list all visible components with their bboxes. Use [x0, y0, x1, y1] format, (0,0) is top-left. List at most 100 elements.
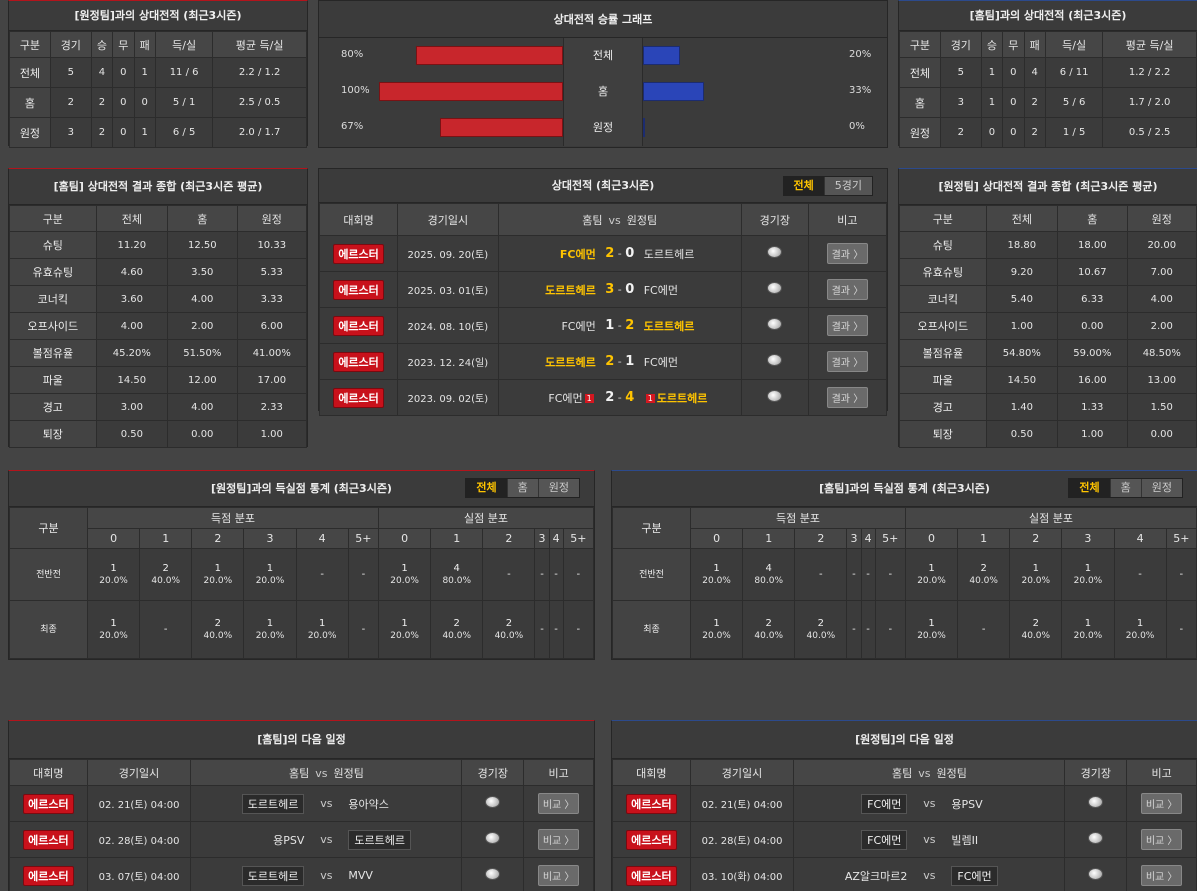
table-cell: 51.50% [167, 339, 238, 367]
dist-count: - [1179, 568, 1184, 580]
schedule-row[interactable]: 에르스터 03. 10(화) 04:00 AZ알크마르2 vs FC에먼 비교 〉 [612, 857, 1197, 891]
match-row[interactable]: 에르스터 2025. 03. 01(토) 도르트헤르 3 - 0 FC에먼 결과 〉 [318, 271, 888, 308]
teams-line: FC에먼 vs 용PSV [794, 793, 1064, 814]
result-button[interactable]: 결과 〉 [826, 243, 869, 264]
dist-count: - [888, 623, 893, 635]
row-label: 슈팅 [899, 231, 987, 259]
away-score: 1 [625, 354, 635, 369]
dist-cell: 2 40.0% [1009, 600, 1063, 659]
table-cell: 1 / 5 [1044, 117, 1104, 148]
schedule-row[interactable]: 에르스터 03. 07(토) 04:00 도르트헤르 vs MVV 비교 〉 [9, 857, 594, 891]
compare-button[interactable]: 비교 〉 [1140, 829, 1183, 850]
schedule-row[interactable]: 에르스터 02. 28(토) 04:00 FC에먼 vs 빌렘II 비교 〉 [612, 821, 1197, 858]
match-date: 2025. 09. 20(토) [397, 235, 499, 272]
score-line: FC에먼 1 - 2 도르트헤르 [499, 318, 741, 334]
match-date: 2023. 12. 24(일) [397, 343, 499, 380]
teams-line: 도르트헤르 vs 용아약스 [191, 793, 461, 814]
schedule-row[interactable]: 에르스터 02. 21(토) 04:00 도르트헤르 vs 용아약스 비교 〉 [9, 785, 594, 822]
score-separator: - [614, 283, 626, 296]
tab-all[interactable]: 전체 [783, 177, 824, 195]
table-row: 코너킥 3.60 4.00 3.33 [9, 285, 308, 313]
compare-button[interactable]: 비교 〉 [537, 865, 580, 886]
schedule-row[interactable]: 에르스터 02. 28(토) 04:00 용PSV vs 도르트헤르 비교 〉 [9, 821, 594, 858]
column-header: 전체 [95, 205, 169, 232]
score: 1 - 2 [596, 318, 644, 333]
dist-count: 1 [1032, 562, 1039, 574]
dist-cell: 1 20.0% [243, 548, 297, 601]
table-cell: 4.00 [95, 312, 169, 340]
table-cell: 16.00 [1057, 366, 1128, 394]
dist-cell: - [548, 600, 564, 659]
result-button[interactable]: 결과 〉 [826, 387, 869, 408]
compare-button[interactable]: 비교 〉 [1140, 793, 1183, 814]
table-row: 전체 5 4 0 1 11 / 6 2.2 / 1.2 [9, 57, 307, 88]
dist-cell: - [295, 548, 349, 601]
group-header-row: 구분 득점 분포 실점 분포 [612, 507, 1197, 549]
match-row[interactable]: 에르스터 2023. 09. 02(토) FC에먼 1 2 - 4 1 도르트헤르 결과 〉 [318, 379, 888, 416]
tab-away[interactable]: 원정 [1140, 479, 1182, 497]
column-header: 원정 [1126, 205, 1197, 232]
dist-count: 1 [401, 562, 408, 574]
away-winrate-value: 0% [849, 121, 865, 132]
dist-cell: - [846, 600, 862, 659]
tab-5-games[interactable]: 5경기 [823, 177, 872, 195]
dist-count: 2 [453, 617, 460, 629]
dist-percent: 20.0% [917, 575, 946, 586]
home-side: FC에먼 [499, 246, 596, 262]
dist-cell: 1 20.0% [295, 600, 349, 659]
tab-away[interactable]: 원정 [537, 479, 579, 497]
column-header: 경기 [939, 31, 982, 58]
tab-home[interactable]: 홈 [1109, 479, 1141, 497]
match-row[interactable]: 에르스터 2023. 12. 24(일) 도르트헤르 2 - 1 FC에먼 결과 〉 [318, 343, 888, 380]
goal-count-header: 5+ [874, 528, 906, 549]
vs-label: vs [923, 869, 936, 882]
league-cell: 에르스터 [318, 379, 399, 416]
away-side: MVV [348, 869, 461, 882]
row-label: 원정 [9, 117, 51, 148]
home-header: 홈팀 [288, 766, 310, 780]
result-button[interactable]: 결과 〉 [826, 315, 869, 336]
table-cell: 0.00 [1057, 312, 1128, 340]
stats-table: 구분 전체 홈 원정 슈팅 18.80 18.00 20.00 유효슈팅 9.20 10.67 7.0… [899, 205, 1197, 448]
table-cell: 10.33 [236, 231, 308, 259]
match-date: 02. 28(토) 04:00 [689, 821, 795, 858]
row-label: 볼점유율 [899, 339, 987, 367]
compare-button[interactable]: 비교 〉 [537, 793, 580, 814]
column-header: 전체 [985, 205, 1059, 232]
note-header: 비고 [807, 203, 888, 236]
dist-count: 1 [266, 562, 274, 574]
header-row: 대회명 경기일시 홈팀 vs 원정팀 경기장 비고 [9, 759, 594, 786]
match-row[interactable]: 에르스터 2025. 09. 20(토) FC에먼 2 - 0 도르트헤르 결과 〉 [318, 235, 888, 272]
schedule-row[interactable]: 에르스터 02. 21(토) 04:00 FC에먼 vs 용PSV 비교 〉 [612, 785, 1197, 822]
away-team: MVV [348, 869, 373, 882]
dist-cell: 1 20.0% [1061, 548, 1115, 601]
compare-button[interactable]: 비교 〉 [1140, 865, 1183, 886]
column-header: 구분 [899, 205, 987, 232]
goal-count-header: 1 [742, 528, 796, 549]
dist-count: 1 [1136, 617, 1144, 629]
compare-button[interactable]: 비교 〉 [537, 829, 580, 850]
venue-cell [740, 379, 809, 416]
goal-count-header: 1 [430, 528, 484, 549]
tab-all[interactable]: 전체 [466, 479, 507, 497]
league-badge: 에르스터 [23, 829, 74, 850]
column-header: 승 [90, 31, 114, 58]
tab-all[interactable]: 전체 [1069, 479, 1110, 497]
tab-home[interactable]: 홈 [506, 479, 538, 497]
match-row[interactable]: 에르스터 2024. 08. 10(토) FC에먼 1 - 2 도르트헤르 결과 〉 [318, 307, 888, 344]
result-button[interactable]: 결과 〉 [826, 351, 869, 372]
table-row: 오프사이드 1.00 0.00 2.00 [899, 312, 1197, 340]
table-row: 퇴장 0.50 0.00 1.00 [9, 420, 308, 448]
stadium-icon [1088, 868, 1104, 880]
table-cell: 1.7 / 2.0 [1102, 87, 1197, 118]
away-team: 용아약스 [348, 797, 389, 811]
stadium-icon [485, 832, 501, 844]
match-date: 02. 21(토) 04:00 [689, 785, 795, 822]
result-button[interactable]: 결과 〉 [826, 279, 869, 300]
date-header: 경기일시 [689, 759, 795, 786]
dist-count: - [361, 568, 366, 580]
venue-header: 경기장 [740, 203, 809, 236]
row-label: 홈 [899, 87, 941, 118]
table-cell: 1.33 [1057, 393, 1128, 421]
h2h-summary-table: 구분 경기 승 무 패 득/실 평균 득/실 전체 5 1 0 4 6 / 11 1.2 / 2.2 홈 3 1… [899, 31, 1197, 148]
